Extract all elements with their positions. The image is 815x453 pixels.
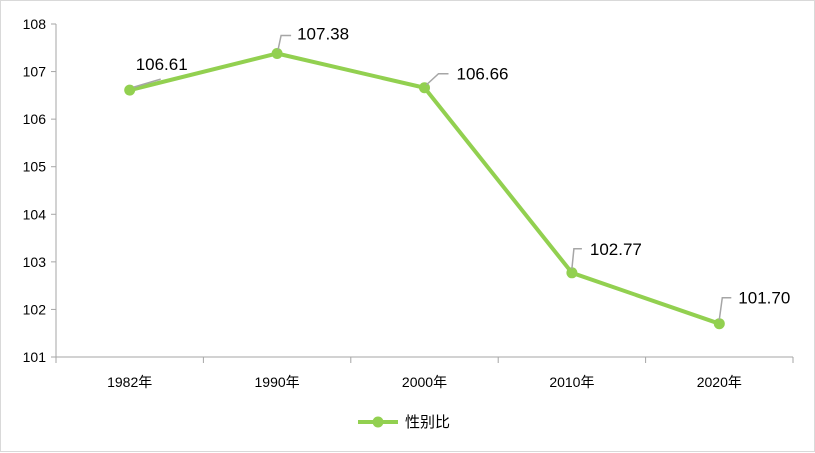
x-axis: 1982年 1990年 2000年 2010年 2020年 [55, 356, 794, 390]
y-tick-label: 108 [23, 16, 47, 32]
data-label: 102.77 [590, 240, 642, 259]
leader-line [133, 78, 161, 88]
data-point [271, 47, 283, 59]
data-label: 107.38 [297, 24, 349, 43]
data-point [566, 267, 578, 279]
x-tick-label: 2020年 [697, 374, 742, 390]
y-tick-label: 101 [23, 349, 47, 365]
series-line [127, 51, 722, 326]
data-point [713, 318, 725, 330]
legend: 性别比 [358, 414, 450, 431]
x-tick-label: 2000年 [402, 374, 447, 390]
data-label: 106.66 [457, 65, 509, 84]
y-tick-label: 105 [23, 159, 47, 175]
y-tick-label: 104 [23, 206, 47, 222]
legend-marker [372, 416, 384, 428]
legend-label: 性别比 [405, 414, 450, 431]
data-label: 106.61 [136, 55, 188, 74]
data-point [124, 84, 136, 96]
y-tick-label: 107 [23, 64, 47, 80]
leader-line [425, 72, 449, 86]
x-tick-label: 1982年 [107, 374, 152, 390]
y-axis: 101 102 103 104 105 106 107 108 [23, 16, 57, 365]
y-tick-label: 103 [23, 254, 47, 270]
leader-line [718, 296, 732, 320]
series-group [124, 47, 725, 330]
x-tick-label: 2010年 [549, 374, 594, 390]
y-tick-label: 106 [23, 111, 47, 127]
y-tick-label: 102 [23, 301, 47, 317]
data-label: 101.70 [738, 289, 790, 308]
x-tick-label: 1990年 [255, 374, 300, 390]
leader-line [571, 248, 582, 269]
leader-line [277, 34, 292, 50]
data-labels: 106.61 107.38 106.66 102.77 101.70 [133, 24, 790, 320]
